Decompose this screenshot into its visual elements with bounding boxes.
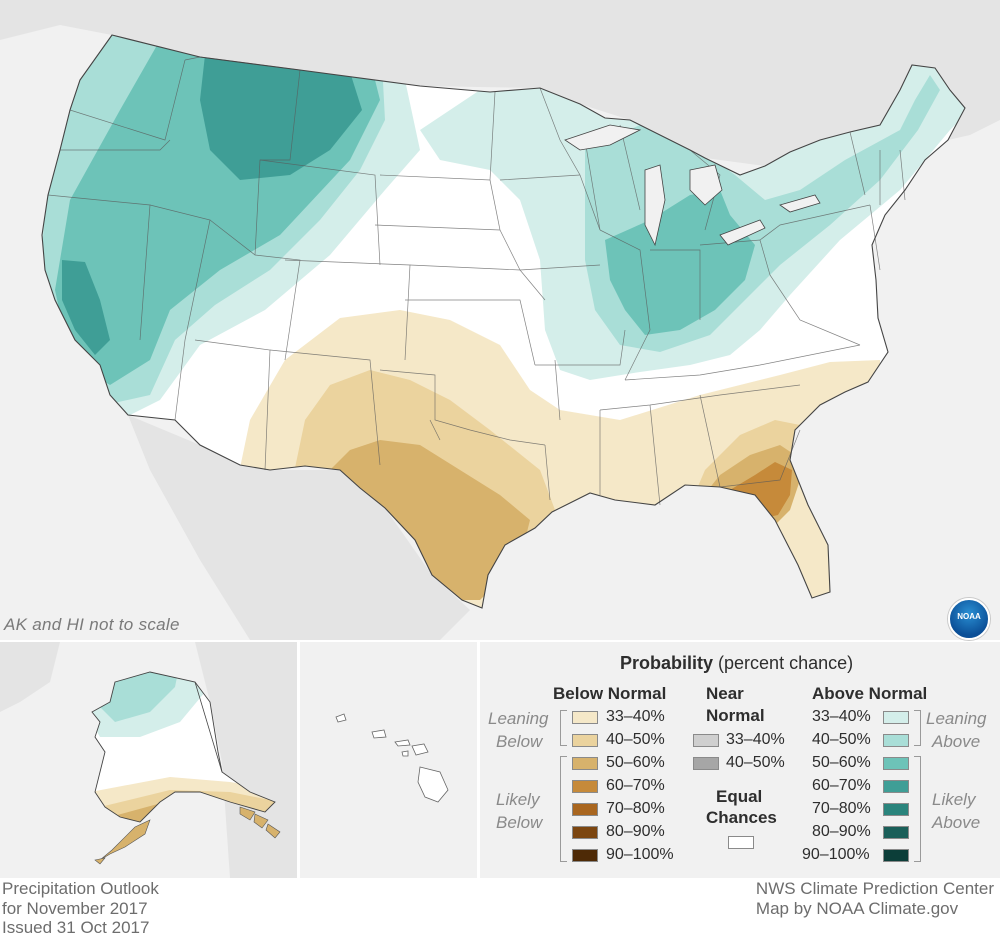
likely-below-label-1: Likely [496, 790, 540, 809]
hi-kauai [335, 713, 347, 723]
leaning-below-bracket [560, 710, 567, 746]
likely-above-label-1: Likely [932, 790, 976, 809]
equal-chances-heading-line2: Chances [706, 808, 777, 827]
near-33-40-label: 33–40% [726, 731, 785, 748]
nw-above-60-70-area [200, 55, 362, 180]
above-80-90-label: 80–90% [812, 823, 871, 840]
below-normal-heading: Below Normal [553, 684, 667, 703]
footer-left-line-3: Issued 31 Oct 2017 [2, 918, 150, 937]
near-normal-heading-line1: Near [706, 684, 744, 703]
near-40-50-swatch [693, 757, 719, 770]
below-33-40-swatch [572, 711, 598, 724]
likely-above-label-2: Above [932, 813, 981, 832]
below-80-90-swatch [572, 826, 598, 839]
surrounding-land [0, 0, 1000, 640]
below-90-100-swatch [572, 849, 598, 862]
footer-left-line-1: Precipitation Outlook [2, 879, 159, 898]
leaning-below-label-1: Leaning [488, 709, 549, 728]
alaska-map [0, 642, 297, 878]
lake-superior [564, 124, 642, 151]
leaning-above-bracket [914, 710, 921, 746]
below-60-70-label: 60–70% [606, 777, 665, 794]
alaska-inset [0, 642, 297, 878]
noaa-logo: NOAA [948, 598, 990, 640]
above-60-70-label: 60–70% [812, 777, 871, 794]
hi-maui [411, 743, 429, 756]
below-33-40-label: 33–40% [606, 708, 665, 725]
hi-big-island [417, 766, 449, 803]
near-40-50-label: 40–50% [726, 754, 785, 771]
ca-above-60-70-area [62, 260, 110, 355]
leaning-above-label-1: Leaning [926, 709, 987, 728]
below-40-50-label: 40–50% [606, 731, 665, 748]
above-80-90-swatch [883, 826, 909, 839]
leaning-above-label-2: Above [932, 732, 981, 751]
above-70-80-swatch [883, 803, 909, 816]
legend-title: Probability (percent chance) [620, 653, 853, 674]
equal-chances-heading-line1: Equal [716, 787, 763, 806]
above-33-40-label: 33–40% [812, 708, 871, 725]
hi-lanai [401, 750, 409, 757]
lake-ontario [779, 194, 821, 213]
above-50-60-swatch [883, 757, 909, 770]
below-50-60-label: 50–60% [606, 754, 665, 771]
above-33-40-swatch [883, 711, 909, 724]
scale-note: AK and HI not to scale [4, 615, 180, 634]
near-33-40-swatch [693, 734, 719, 747]
below-50-60-swatch [572, 757, 598, 770]
footer-credits: NWS Climate Prediction Center Map by NOA… [756, 879, 994, 918]
likely-below-label-2: Below [496, 813, 543, 832]
above-40-50-label: 40–50% [812, 731, 871, 748]
below-60-70-swatch [572, 780, 598, 793]
glakes-above-50-60-area [605, 190, 755, 335]
footer-right-line-1: NWS Climate Prediction Center [755, 879, 994, 898]
above-90-100-label: 90–100% [802, 846, 870, 863]
hawaii-map [335, 713, 449, 803]
legend-title-bold: Probability [620, 653, 714, 673]
conus-map-panel: AK and HI not to scale NOAA [0, 0, 1000, 640]
leaning-below-label-2: Below [496, 732, 543, 751]
above-normal-heading: Above Normal [812, 684, 928, 703]
legend-title-rest: (percent chance) [718, 653, 854, 673]
lake-erie [719, 219, 766, 246]
above-50-60-label: 50–60% [812, 754, 871, 771]
great-lakes [564, 124, 821, 247]
equal-chances-swatch [728, 836, 754, 849]
below-70-80-swatch [572, 803, 598, 816]
above-60-70-swatch [883, 780, 909, 793]
tx-below-50-60-area [330, 440, 530, 600]
noaa-logo-text: NOAA [957, 612, 981, 621]
hi-oahu [371, 729, 387, 739]
legend-panel: Probability (percent chance) Below Norma… [480, 642, 1000, 878]
below-40-50-swatch [572, 734, 598, 747]
likely-above-bracket [914, 756, 921, 862]
above-70-80-label: 70–80% [812, 800, 871, 817]
below-90-100-label: 90–100% [606, 846, 674, 863]
below-80-90-label: 80–90% [606, 823, 665, 840]
likely-below-bracket [560, 756, 567, 862]
hi-molokai [394, 739, 411, 747]
conus-map [0, 0, 1000, 640]
near-normal-heading-line2: Normal [706, 706, 765, 725]
footer-outlook-info: Precipitation Outlook for November 2017 … [2, 879, 159, 938]
lake-michigan [644, 164, 666, 247]
above-40-50-swatch [883, 734, 909, 747]
lake-huron [689, 164, 723, 206]
hawaii-inset [300, 642, 477, 878]
footer-right-line-2: Map by NOAA Climate.gov [755, 898, 959, 918]
footer-left-line-2: for November 2017 [2, 898, 148, 918]
above-90-100-swatch [883, 849, 909, 862]
below-70-80-label: 70–80% [606, 800, 665, 817]
